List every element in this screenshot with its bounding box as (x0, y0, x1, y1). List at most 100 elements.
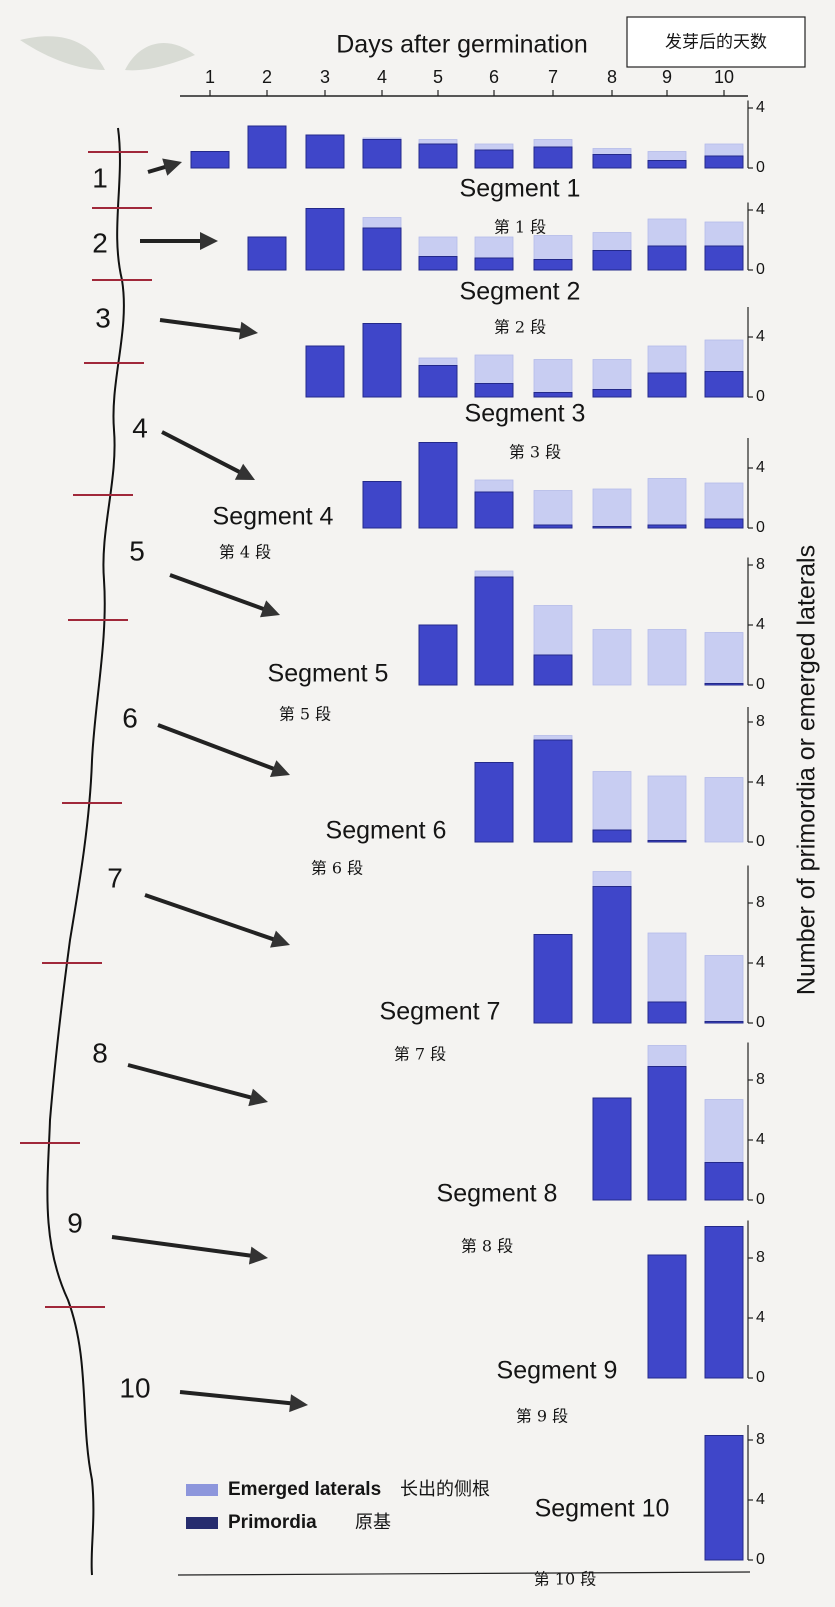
legend-label: Primordia (228, 1512, 317, 1533)
y-tick-label: 4 (756, 773, 765, 790)
panel-subtitle: 第 2 段 (494, 318, 546, 337)
emerged-bar (475, 480, 513, 492)
emerged-bar (419, 358, 457, 366)
x-tick-label: 9 (662, 67, 672, 87)
primordia-bar (363, 482, 401, 529)
emerged-bar (363, 218, 401, 229)
primordia-bar (475, 258, 513, 270)
emerged-bar (593, 630, 631, 686)
x-tick-label: 4 (377, 67, 387, 87)
primordia-bar (648, 1067, 686, 1201)
y-tick-label: 8 (756, 713, 765, 730)
panel-title: Segment 5 (268, 660, 389, 688)
legend-swatch (186, 1484, 218, 1496)
primordia-bar (593, 390, 631, 398)
y-tick-label: 0 (756, 1369, 765, 1386)
emerged-bar (593, 149, 631, 155)
panel-subtitle: 第 8 段 (461, 1237, 513, 1256)
panel-subtitle: 第 9 段 (516, 1407, 568, 1426)
primordia-bar (705, 1163, 743, 1201)
primordia-bar (705, 246, 743, 270)
primordia-bar (191, 152, 229, 169)
segment-number: 10 (119, 1372, 150, 1403)
primordia-bar (593, 251, 631, 271)
emerged-bar (475, 144, 513, 150)
emerged-bar (705, 633, 743, 684)
emerged-bar (705, 1100, 743, 1163)
panel-title: Segment 10 (535, 1495, 670, 1523)
emerged-bar (648, 630, 686, 686)
primordia-bar (705, 156, 743, 168)
emerged-bar (534, 236, 572, 260)
primordia-bar (475, 384, 513, 398)
primordia-bar (648, 1002, 686, 1023)
x-tick-label: 6 (489, 67, 499, 87)
primordia-bar (648, 161, 686, 169)
figure: Days after germination 发芽后的天数 Number of … (0, 0, 835, 1607)
primordia-bar (363, 324, 401, 398)
primordia-bar (648, 373, 686, 397)
segment-number: 8 (92, 1037, 108, 1068)
primordia-bar (593, 1098, 631, 1200)
x-tick-label: 2 (262, 67, 272, 87)
emerged-bar (648, 933, 686, 1002)
primordia-bar (306, 209, 344, 271)
y-tick-label: 0 (756, 388, 765, 405)
primordia-bar (248, 126, 286, 168)
primordia-bar (534, 393, 572, 398)
primordia-bar (363, 140, 401, 169)
y-tick-label: 0 (756, 1551, 765, 1568)
primordia-bar (648, 246, 686, 270)
primordia-bar (534, 525, 572, 528)
segment-number: 1 (92, 162, 108, 193)
y-axis-title: Number of primordia or emerged laterals (793, 545, 821, 995)
emerged-bar (705, 144, 743, 156)
primordia-bar (475, 492, 513, 528)
primordia-bar (534, 935, 572, 1024)
emerged-bar (593, 233, 631, 251)
panel-subtitle: 第 6 段 (311, 859, 363, 878)
y-tick-label: 0 (756, 159, 765, 176)
segment-number: 7 (107, 862, 123, 893)
emerged-bar (705, 222, 743, 246)
emerged-bar (648, 479, 686, 526)
y-tick-label: 0 (756, 1014, 765, 1031)
emerged-bar (648, 219, 686, 246)
panel-title: Segment 3 (465, 400, 586, 428)
primordia-bar (705, 372, 743, 398)
segment-number: 9 (67, 1207, 83, 1238)
panel-title: Segment 9 (497, 1357, 618, 1385)
primordia-bar (705, 1436, 743, 1561)
segment-number: 3 (95, 302, 111, 333)
primordia-bar (705, 684, 743, 686)
panel-title: Segment 8 (437, 1180, 558, 1208)
primordia-bar (648, 841, 686, 843)
x-axis-title-cn: 发芽后的天数 (665, 33, 767, 53)
emerged-bar (534, 491, 572, 526)
primordia-bar (475, 150, 513, 168)
emerged-bar (648, 1046, 686, 1067)
y-tick-label: 8 (756, 1249, 765, 1266)
y-tick-label: 0 (756, 519, 765, 536)
y-tick-label: 8 (756, 894, 765, 911)
y-tick-label: 8 (756, 556, 765, 573)
primordia-bar (648, 525, 686, 528)
primordia-bar (248, 237, 286, 270)
emerged-bar (593, 872, 631, 887)
panel-title: Segment 7 (380, 998, 501, 1026)
emerged-bar (705, 778, 743, 843)
y-tick-label: 8 (756, 1071, 765, 1088)
y-tick-label: 4 (756, 954, 765, 971)
primordia-bar (705, 1227, 743, 1379)
x-tick-label: 1 (205, 67, 215, 87)
primordia-bar (363, 228, 401, 270)
panel-subtitle: 第 4 段 (219, 543, 271, 562)
legend-label-cn: 原基 (355, 1512, 391, 1533)
primordia-bar (534, 260, 572, 271)
primordia-bar (593, 830, 631, 842)
legend-label-cn: 长出的侧根 (400, 1479, 490, 1500)
emerged-bar (593, 489, 631, 527)
y-tick-label: 4 (756, 99, 765, 116)
y-tick-label: 8 (756, 1431, 765, 1448)
primordia-bar (705, 1022, 743, 1024)
